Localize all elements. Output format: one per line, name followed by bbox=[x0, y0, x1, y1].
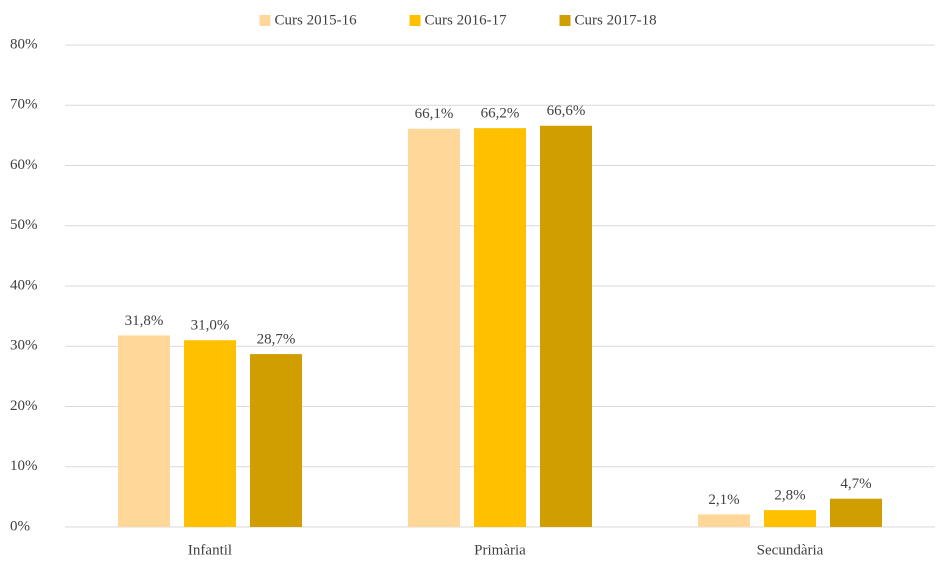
value-label: 2,8% bbox=[774, 488, 805, 504]
y-tick-label: 10% bbox=[10, 458, 38, 474]
value-label: 31,0% bbox=[191, 318, 230, 334]
value-label: 66,1% bbox=[415, 106, 454, 122]
bar bbox=[118, 335, 170, 527]
x-tick-label: Infantil bbox=[188, 542, 232, 558]
legend-swatch bbox=[559, 15, 571, 26]
value-label: 28,7% bbox=[257, 332, 296, 348]
y-tick-label: 60% bbox=[10, 157, 38, 173]
bar bbox=[698, 514, 750, 527]
bar bbox=[830, 498, 882, 527]
y-tick-label: 20% bbox=[10, 398, 38, 414]
value-label: 2,1% bbox=[708, 492, 739, 508]
legend-label: Curs 2017-18 bbox=[575, 12, 657, 28]
value-label: 66,6% bbox=[547, 103, 586, 119]
value-label: 4,7% bbox=[840, 476, 871, 492]
bar bbox=[764, 510, 816, 527]
bar bbox=[408, 128, 460, 527]
x-tick-label: Primària bbox=[474, 542, 526, 558]
bar bbox=[250, 354, 302, 527]
y-tick-label: 0% bbox=[10, 518, 30, 534]
bar bbox=[184, 340, 236, 527]
y-tick-label: 80% bbox=[10, 36, 38, 52]
bar bbox=[474, 128, 526, 527]
value-label: 66,2% bbox=[481, 106, 520, 122]
legend-label: Curs 2015-16 bbox=[275, 12, 358, 28]
legend-swatch bbox=[409, 15, 421, 26]
x-tick-label: Secundària bbox=[757, 542, 824, 558]
y-tick-label: 50% bbox=[10, 217, 38, 233]
legend-swatch bbox=[259, 15, 271, 26]
y-tick-label: 70% bbox=[10, 97, 38, 113]
y-tick-label: 30% bbox=[10, 338, 38, 354]
value-label: 31,8% bbox=[125, 313, 164, 329]
legend-label: Curs 2016-17 bbox=[425, 12, 508, 28]
bar bbox=[540, 125, 592, 528]
y-tick-label: 40% bbox=[10, 277, 38, 293]
